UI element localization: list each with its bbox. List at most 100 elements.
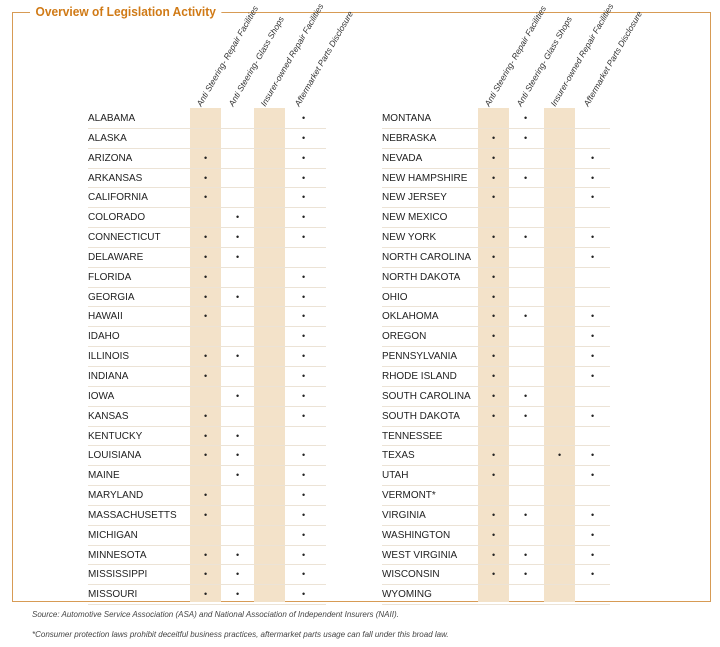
row-divider: [382, 425, 610, 427]
state-name: SOUTH CAROLINA: [382, 389, 471, 402]
row-divider: [88, 584, 326, 586]
table-row: NORTH CAROLINA • •: [382, 248, 610, 268]
activity-dot: •: [204, 291, 208, 302]
row-divider: [88, 246, 326, 248]
activity-dot: •: [204, 152, 208, 163]
activity-dot: •: [591, 529, 595, 540]
table-row: WISCONSIN • • •: [382, 565, 610, 586]
activity-dot: •: [204, 549, 208, 560]
row-divider: [382, 504, 610, 506]
activity-dot: •: [492, 232, 496, 243]
table-row: RHODE ISLAND • •: [382, 367, 610, 387]
row-divider: [88, 564, 326, 566]
row-divider: [88, 326, 326, 328]
activity-dot: •: [204, 490, 208, 501]
activity-dot: •: [524, 232, 528, 243]
table-row: NEW HAMPSHIRE • • •: [382, 169, 610, 189]
activity-dot: •: [204, 589, 208, 600]
row-divider: [382, 306, 610, 308]
row-divider: [382, 445, 610, 447]
activity-dot: •: [591, 410, 595, 421]
state-name: WEST VIRGINIA: [382, 548, 458, 561]
activity-dot: •: [236, 589, 240, 600]
activity-dot: •: [558, 450, 562, 461]
activity-dot: •: [492, 331, 496, 342]
state-name: INDIANA: [88, 369, 129, 382]
table-row: LOUISIANA • • •: [88, 446, 326, 467]
table-row: MONTANA •: [382, 109, 610, 129]
table-row: MASSACHUSETTS • •: [88, 506, 326, 526]
table-row: FLORIDA • •: [88, 268, 326, 288]
activity-dot: •: [591, 152, 595, 163]
activity-dot: •: [204, 232, 208, 243]
state-name: NEW MEXICO: [382, 211, 448, 224]
activity-dot: •: [236, 549, 240, 560]
column-band: [254, 108, 285, 602]
row-divider: [382, 167, 610, 169]
activity-dot: •: [302, 271, 306, 282]
state-name: ALASKA: [88, 131, 127, 144]
activity-dot: •: [524, 132, 528, 143]
activity-dot: •: [591, 370, 595, 381]
table-row: NEW MEXICO: [382, 208, 610, 229]
row-divider: [88, 465, 326, 467]
row-divider: [382, 584, 610, 586]
table-row: IDAHO •: [88, 327, 326, 348]
activity-dot: •: [492, 172, 496, 183]
activity-dot: •: [204, 172, 208, 183]
row-divider: [382, 485, 610, 487]
activity-dot: •: [591, 331, 595, 342]
state-name: GEORGIA: [88, 290, 135, 303]
table-row: MARYLAND • •: [88, 486, 326, 506]
activity-dot: •: [492, 470, 496, 481]
state-name: WISCONSIN: [382, 568, 440, 581]
panel-border: [12, 12, 711, 602]
table-row: MAINE • •: [88, 466, 326, 487]
activity-dot: •: [302, 172, 306, 183]
activity-dot: •: [236, 569, 240, 580]
row-divider: [382, 207, 610, 209]
state-name: VIRGINIA: [382, 508, 426, 521]
state-name: MISSOURI: [88, 588, 138, 601]
activity-dot: •: [524, 410, 528, 421]
activity-dot: •: [302, 370, 306, 381]
activity-dot: •: [302, 212, 306, 223]
activity-dot: •: [302, 529, 306, 540]
row-divider: [88, 544, 326, 546]
activity-dot: •: [591, 192, 595, 203]
activity-dot: •: [236, 351, 240, 362]
row-divider: [382, 405, 610, 407]
state-name: WYOMING: [382, 588, 432, 601]
state-name: WASHINGTON: [382, 528, 451, 541]
row-divider: [88, 385, 326, 387]
table-row: GEORGIA • • •: [88, 288, 326, 308]
column-header: Anti Steering- Repair Facilities: [482, 3, 549, 108]
activity-dot: •: [591, 569, 595, 580]
state-name: NEW YORK: [382, 231, 437, 244]
activity-dot: •: [302, 569, 306, 580]
table-row: INDIANA • •: [88, 367, 326, 387]
activity-dot: •: [591, 172, 595, 183]
activity-dot: •: [492, 351, 496, 362]
activity-dot: •: [302, 470, 306, 481]
activity-dot: •: [302, 450, 306, 461]
state-name: MARYLAND: [88, 489, 144, 502]
table-row: ARKANSAS • •: [88, 169, 326, 189]
row-divider: [88, 306, 326, 308]
table-row: OREGON • •: [382, 327, 610, 348]
state-name: HAWAII: [88, 310, 123, 323]
row-divider: [88, 286, 326, 288]
activity-dot: •: [236, 251, 240, 262]
state-name: UTAH: [382, 469, 409, 482]
row-divider: [88, 365, 326, 367]
row-divider: [88, 207, 326, 209]
row-divider: [382, 286, 610, 288]
state-name: DELAWARE: [88, 250, 144, 263]
source-note: Source: Automotive Service Association (…: [32, 610, 399, 619]
row-divider: [382, 346, 610, 348]
state-name: ARIZONA: [88, 151, 133, 164]
state-name: RHODE ISLAND: [382, 369, 457, 382]
row-divider: [88, 227, 326, 229]
state-name: MINNESOTA: [88, 548, 147, 561]
activity-dot: •: [492, 509, 496, 520]
